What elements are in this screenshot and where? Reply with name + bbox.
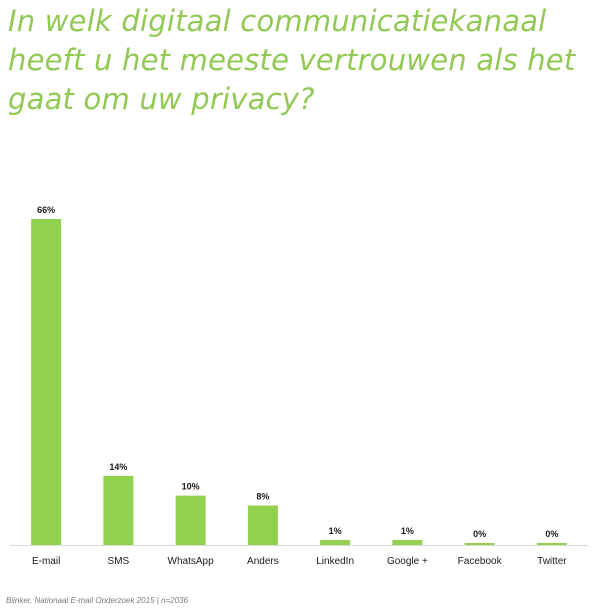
data-label: 1% [401,526,414,536]
x-tick-label: SMS [108,556,130,567]
x-tick-label: LinkedIn [316,556,354,567]
source-note: Blinker, Nationaal E-mail Onderzoek 2015… [6,596,188,605]
data-label: 14% [109,462,127,472]
data-label: 1% [329,526,342,536]
chart-title: In welk digitaal communicatiekanaal heef… [8,2,588,119]
title-line-1: In welk digitaal communicatiekanaal [8,4,547,38]
data-label: 0% [473,529,486,539]
x-tick-label: Anders [247,556,279,567]
bar-e-mail [31,219,62,545]
data-label: 10% [182,482,200,492]
data-label: 8% [256,491,269,501]
x-tick-label: Facebook [458,556,503,567]
bar-whatsapp [175,495,206,545]
title-line-3: gaat om uw privacy? [8,82,315,116]
x-tick-label: Google + [387,556,428,567]
data-label: 66% [37,205,55,215]
title-line-2: heeft u het meeste vertrouwen als het [8,43,576,77]
data-label: 0% [545,529,558,539]
bar-google [392,540,423,545]
x-tick-label: Twitter [537,556,567,567]
bar-facebook [464,543,495,545]
bar-anders [247,505,278,545]
x-tick-label: E-mail [32,556,60,567]
bar-linkedin [320,540,351,545]
bar-sms [103,475,134,545]
x-tick-label: WhatsApp [168,556,215,567]
bar-twitter [536,543,567,545]
